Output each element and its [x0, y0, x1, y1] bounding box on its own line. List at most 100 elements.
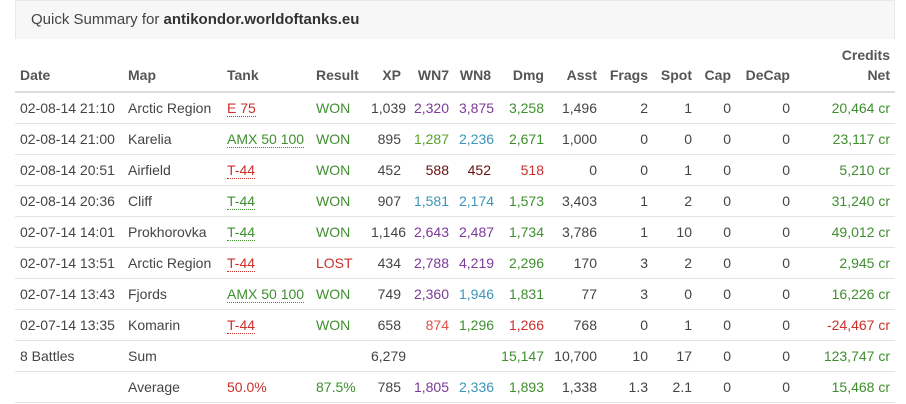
tank-link[interactable]: E 75: [227, 100, 256, 117]
table-cell: 518: [496, 154, 549, 186]
cell-text: 0: [782, 131, 790, 147]
cell-text: -24,467 cr: [826, 317, 890, 333]
column-header: Result: [311, 39, 366, 93]
cell-text: 10: [676, 224, 692, 240]
cell-text: Fjords: [128, 286, 167, 302]
table-cell: 2,643: [406, 216, 454, 248]
cell-text: 123,747 cr: [823, 348, 890, 364]
table-cell: 768: [549, 309, 602, 341]
cell-text: 2,360: [413, 286, 449, 302]
cell-text: 0: [640, 317, 648, 333]
cell-text: 0: [723, 162, 731, 178]
table-cell: 2,174: [454, 185, 496, 217]
table-cell: 1,266: [496, 309, 549, 341]
cell-text: 02-07-14 13:43: [20, 286, 115, 302]
table-cell: WON: [311, 185, 366, 217]
table-cell: WON: [311, 123, 366, 155]
column-header: Spot: [653, 39, 697, 93]
tank-link[interactable]: T-44: [227, 193, 256, 210]
table-cell: 2,671: [496, 123, 549, 155]
table-cell: 1: [653, 154, 697, 186]
cell-text: 1,287: [413, 131, 449, 147]
tank-link[interactable]: T-44: [227, 255, 256, 272]
cell-text: 0: [723, 286, 731, 302]
cell-text: 1,831: [508, 286, 544, 302]
tank-link[interactable]: AMX 50 100: [227, 131, 305, 148]
cell-text: Sum: [128, 348, 157, 364]
cell-text: 2,236: [459, 131, 495, 147]
table-row: 02-07-14 13:51 Arctic Region T-44 LOST 434 2,…: [15, 247, 895, 279]
summary-panel: Quick Summary for antikondor.worldoftank…: [15, 0, 895, 403]
cell-text: Airfield: [128, 162, 171, 178]
cell-text: 4,219: [459, 255, 495, 271]
table-cell: Cliff: [123, 185, 222, 217]
table-cell: 2,788: [406, 247, 454, 279]
cell-text: 0: [782, 379, 790, 395]
cell-text: 1,581: [413, 193, 449, 209]
column-header: Dmg: [496, 39, 549, 93]
table-cell: 3,875: [454, 92, 496, 124]
cell-text: 1,296: [459, 317, 495, 333]
table-cell: 895: [366, 123, 406, 155]
table-cell: WON: [311, 278, 366, 310]
cell-text: 3,258: [508, 100, 544, 116]
tank-link[interactable]: AMX 50 100: [227, 286, 305, 303]
table-cell: 1,893: [496, 371, 549, 403]
table-cell: Arctic Region: [123, 92, 222, 124]
cell-text: 895: [377, 131, 401, 147]
table-cell: 31,240 cr: [795, 185, 895, 217]
table-cell: 02-08-14 21:00: [15, 123, 123, 155]
cell-text: 0: [782, 162, 790, 178]
table-cell: 0: [697, 216, 736, 248]
cell-text: 5,210 cr: [839, 162, 890, 178]
table-cell: 2,360: [406, 278, 454, 310]
cell-text: LOST: [316, 255, 353, 271]
table-cell: Karelia: [123, 123, 222, 155]
table-row: 02-08-14 21:10 Arctic Region E 75 WON 1,039 2…: [15, 92, 895, 124]
cell-text: Komarin: [128, 317, 181, 333]
table-cell: 1,831: [496, 278, 549, 310]
table-cell: 1,946: [454, 278, 496, 310]
table-cell: 0: [653, 278, 697, 310]
column-header: Frags: [602, 39, 653, 93]
table-cell: 8 Battles: [15, 340, 123, 372]
table-cell: 2,336: [454, 371, 496, 403]
table-cell: 434: [366, 247, 406, 279]
table-row: Average 50.0% 87.5% 785 1,805 2,336 1,893 1,338…: [15, 371, 895, 403]
cell-text: 1,338: [561, 379, 597, 395]
column-header: WN8: [454, 39, 496, 93]
table-cell: 1: [653, 309, 697, 341]
cell-text: 0: [684, 286, 692, 302]
table-cell: E 75: [222, 92, 311, 124]
cell-text: 49,012 cr: [831, 224, 890, 240]
table-cell: 02-07-14 13:43: [15, 278, 123, 310]
tank-link[interactable]: T-44: [227, 224, 256, 241]
cell-text: 874: [425, 317, 449, 333]
table-cell: 0: [736, 216, 795, 248]
table-cell: 15,147: [496, 340, 549, 372]
table-cell: 17: [653, 340, 697, 372]
cell-text: WON: [316, 286, 351, 302]
table-cell: 0: [602, 123, 653, 155]
cell-text: 1,805: [413, 379, 449, 395]
table-cell: 3,786: [549, 216, 602, 248]
table-cell: Prokhorovka: [123, 216, 222, 248]
table-cell: 6,279: [366, 340, 406, 372]
cell-text: 785: [377, 379, 401, 395]
cell-text: 17: [676, 348, 692, 364]
table-cell: 785: [366, 371, 406, 403]
table-cell: T-44: [222, 185, 311, 217]
table-cell: 2,320: [406, 92, 454, 124]
cell-text: 15,147: [501, 348, 544, 364]
table-cell: 1,581: [406, 185, 454, 217]
cell-text: 23,117 cr: [832, 131, 890, 147]
tank-link[interactable]: T-44: [227, 317, 256, 334]
cell-text: 3: [640, 286, 648, 302]
table-cell: 16,226 cr: [795, 278, 895, 310]
table-cell: [454, 340, 496, 372]
tank-link[interactable]: T-44: [227, 162, 256, 179]
cell-text: 1,946: [459, 286, 495, 302]
column-header: Cap: [697, 39, 736, 93]
table-cell: 2.1: [653, 371, 697, 403]
cell-text: 2,296: [508, 255, 544, 271]
